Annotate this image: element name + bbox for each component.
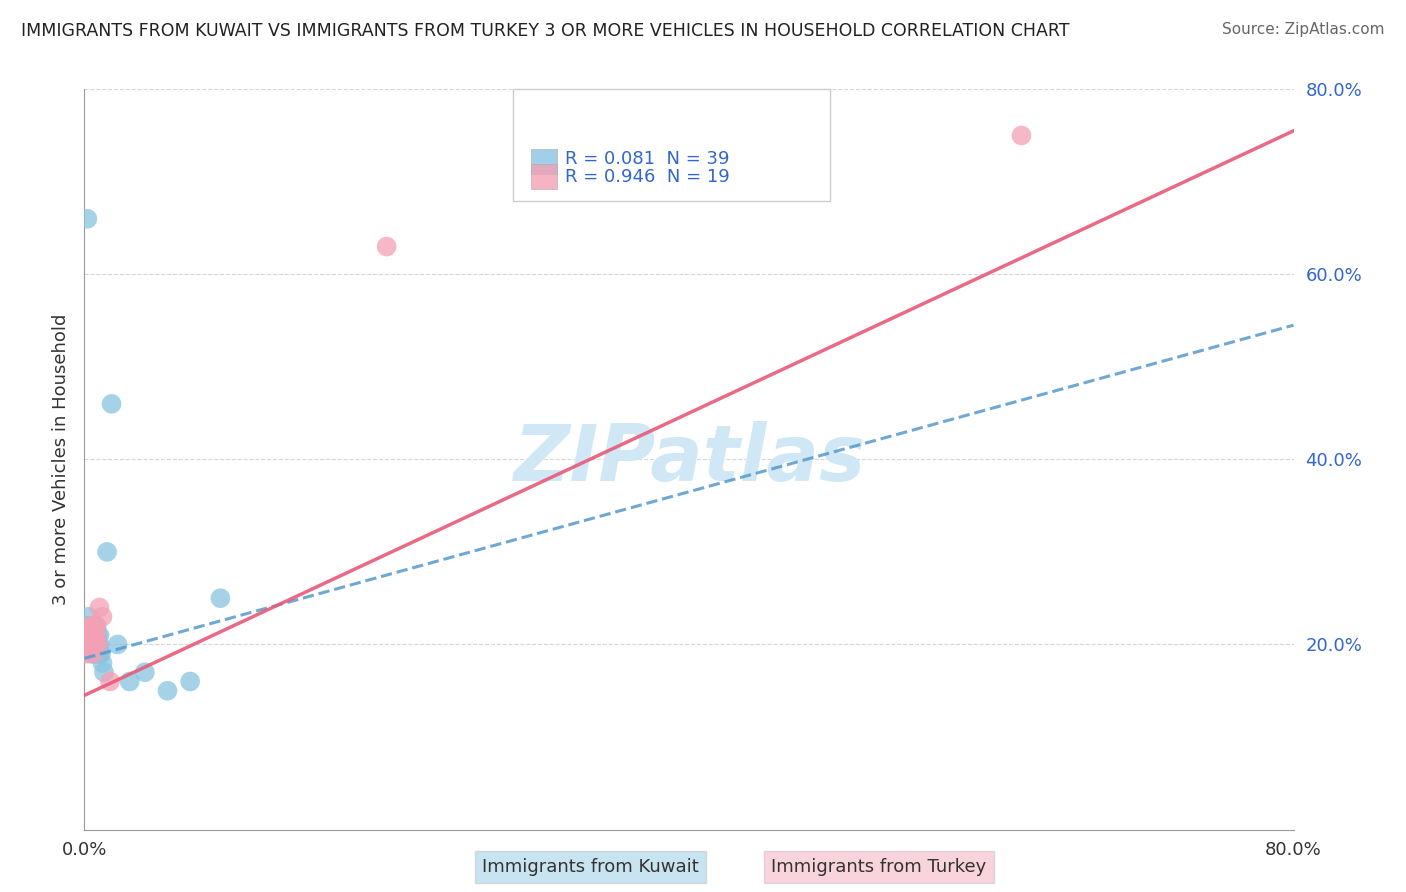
Text: R = 0.081  N = 39: R = 0.081 N = 39 (565, 150, 730, 168)
Y-axis label: 3 or more Vehicles in Household: 3 or more Vehicles in Household (52, 314, 70, 605)
Point (76, 637, 98, 651)
Point (93, 665, 115, 680)
Point (84, 637, 107, 651)
Point (80, 628, 103, 642)
Point (75, 647, 97, 661)
Point (91, 609, 114, 624)
Point (179, 674, 201, 689)
Point (82, 647, 104, 661)
Point (91, 656, 114, 670)
Point (77, 619, 100, 633)
Text: Immigrants from Kuwait: Immigrants from Kuwait (482, 858, 699, 876)
Point (98, 674, 121, 689)
Text: IMMIGRANTS FROM KUWAIT VS IMMIGRANTS FROM TURKEY 3 OR MORE VEHICLES IN HOUSEHOLD: IMMIGRANTS FROM KUWAIT VS IMMIGRANTS FRO… (21, 22, 1070, 40)
Point (86, 628, 108, 642)
Point (156, 683, 179, 698)
Point (79, 619, 101, 633)
Point (100, 397, 122, 411)
Point (84, 647, 107, 661)
Point (76, 211, 98, 226)
Point (96, 545, 118, 559)
Text: R = 0.946  N = 19: R = 0.946 N = 19 (565, 168, 730, 186)
Point (107, 637, 129, 651)
Point (84, 628, 107, 642)
Point (75, 637, 97, 651)
Point (77, 628, 100, 642)
Point (82, 628, 104, 642)
Point (134, 665, 156, 680)
Point (75, 628, 97, 642)
Point (76, 619, 98, 633)
Point (87, 637, 110, 651)
Point (77, 637, 100, 651)
Point (79, 628, 101, 642)
Point (89, 647, 111, 661)
Point (209, 591, 232, 606)
Text: Immigrants from Turkey: Immigrants from Turkey (770, 858, 987, 876)
Point (77, 628, 100, 642)
Text: ZIPatlas: ZIPatlas (513, 421, 865, 498)
Point (79, 647, 101, 661)
Point (79, 619, 101, 633)
Point (82, 628, 104, 642)
Point (90, 647, 112, 661)
Point (89, 637, 111, 651)
Point (86, 619, 108, 633)
Point (86, 647, 108, 661)
Point (84, 637, 107, 651)
Point (76, 637, 98, 651)
Text: Source: ZipAtlas.com: Source: ZipAtlas.com (1222, 22, 1385, 37)
Point (87, 628, 110, 642)
Point (77, 609, 100, 624)
Point (79, 637, 101, 651)
Point (82, 637, 104, 651)
Point (89, 628, 111, 642)
Point (86, 637, 108, 651)
Point (1011, 128, 1033, 143)
Point (118, 674, 141, 689)
Point (375, 239, 398, 253)
Point (87, 637, 110, 651)
Point (80, 619, 103, 633)
Point (80, 619, 103, 633)
Point (82, 647, 104, 661)
Point (80, 637, 103, 651)
Point (80, 637, 103, 651)
Point (86, 619, 108, 633)
Point (89, 600, 111, 615)
